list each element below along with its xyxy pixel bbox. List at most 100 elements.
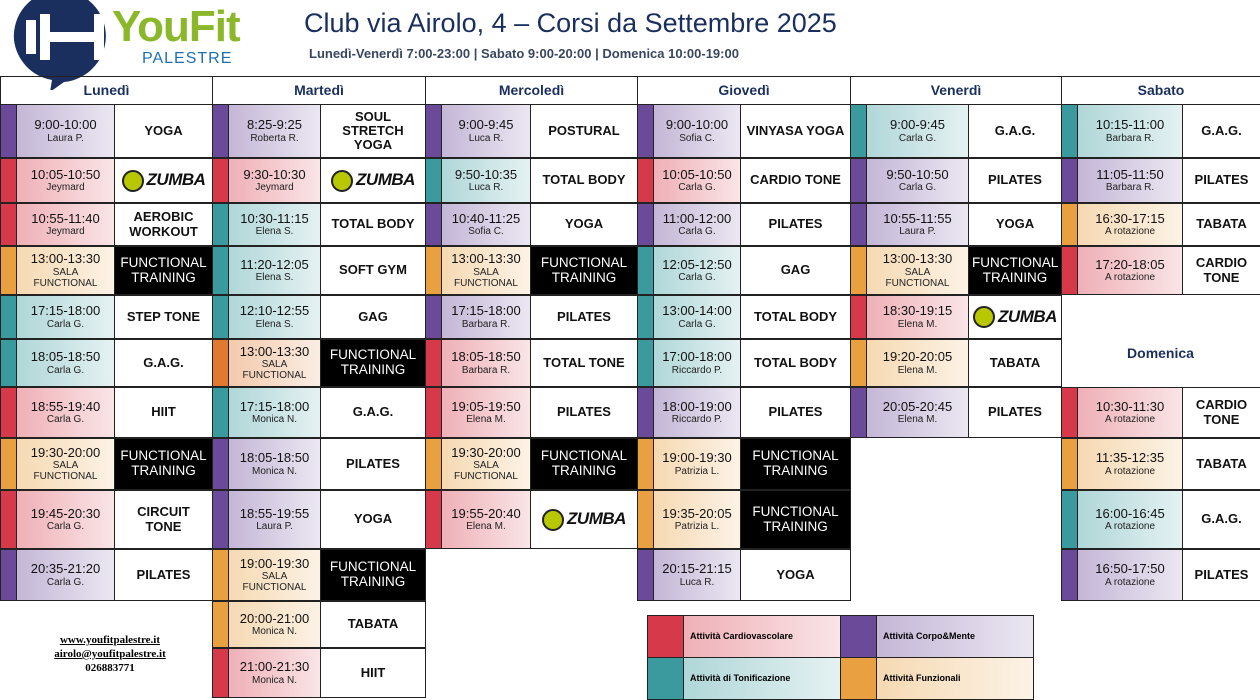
time-cell: 9:30-10:30 Jeymard bbox=[228, 158, 321, 203]
class-teacher: Barbara R. bbox=[461, 318, 511, 330]
time-cell: 10:15-11:00 Barbara R. bbox=[1077, 104, 1183, 158]
class-cell: FUNCTIONAL TRAINING bbox=[114, 438, 213, 490]
class-time: 9:00-10:00 bbox=[665, 117, 729, 133]
class-teacher: Carla G. bbox=[46, 414, 85, 426]
class-cell: GAG bbox=[740, 246, 851, 295]
class-name: PILATES bbox=[557, 404, 611, 420]
time-cell: 8:25-9:25 Roberta R. bbox=[228, 104, 321, 158]
class-time: 10:55-11:40 bbox=[31, 210, 100, 226]
class-name: TOTAL TONE bbox=[543, 354, 625, 370]
day-header: Domenica bbox=[1061, 339, 1260, 387]
class-name: PILATES bbox=[768, 216, 823, 232]
class-cell: YOGA bbox=[320, 490, 426, 549]
class-teacher: SALA FUNCTIONAL bbox=[454, 266, 518, 289]
class-teacher: A rotazione bbox=[1104, 521, 1156, 533]
category-strip bbox=[425, 246, 442, 295]
time-cell: 9:00-10:00 Laura P. bbox=[16, 104, 115, 158]
time-cell: 17:00-18:00 Riccardo P. bbox=[653, 339, 741, 387]
class-teacher: Laura P. bbox=[47, 132, 84, 144]
class-time: 11:35-12:35 bbox=[1095, 450, 1165, 466]
class-teacher: Riccardo P. bbox=[671, 414, 723, 426]
class-cell: FUNCTIONAL TRAINING bbox=[740, 490, 851, 549]
class-time: 17:15-18:00 bbox=[451, 303, 521, 319]
class-cell: YOGA bbox=[740, 549, 851, 601]
class-cell: FUNCTIONAL TRAINING bbox=[530, 438, 638, 490]
class-teacher: Sofia C. bbox=[679, 132, 715, 144]
class-cell: PILATES bbox=[740, 387, 851, 438]
class-cell: TABATA bbox=[1182, 438, 1260, 490]
time-cell: 11:20-12:05 Elena S. bbox=[228, 246, 321, 295]
class-name: CIRCUIT TONE bbox=[137, 504, 190, 534]
hours: Lunedì-Venerdì 7:00-23:00 | Sabato 9:00-… bbox=[309, 46, 739, 61]
category-strip bbox=[637, 438, 654, 490]
class-cell: HIIT bbox=[320, 648, 426, 698]
brand: YouFit bbox=[112, 2, 241, 51]
class-name: TABATA bbox=[347, 616, 399, 632]
class-teacher: Riccardo P. bbox=[671, 364, 723, 376]
legend-swatch bbox=[840, 615, 877, 658]
class-cell: PILATES bbox=[1182, 549, 1260, 601]
class-teacher: A rotazione bbox=[1104, 414, 1156, 426]
day-name: Lunedì bbox=[83, 81, 130, 98]
class-name: FUNCTIONAL TRAINING bbox=[741, 504, 850, 535]
class-name: PILATES bbox=[988, 404, 1042, 420]
class-name: TOTAL BODY bbox=[331, 216, 415, 232]
class-cell: PILATES bbox=[530, 387, 638, 438]
time-cell: 11:05-11:50 Barbara R. bbox=[1077, 158, 1183, 203]
class-teacher: Carla G. bbox=[678, 272, 716, 284]
time-cell: 18:05-18:50 Carla G. bbox=[16, 339, 115, 387]
category-strip bbox=[637, 158, 654, 203]
class-time: 16:00-16:45 bbox=[1095, 505, 1165, 521]
class-cell: G.A.G. bbox=[1182, 490, 1260, 549]
class-name: ZUMBA bbox=[970, 306, 1060, 328]
category-strip bbox=[850, 203, 867, 246]
category-strip bbox=[425, 104, 442, 158]
class-time: 10:05-10:50 bbox=[662, 166, 732, 182]
class-time: 13:00-13:30 bbox=[239, 343, 310, 359]
class-time: 19:30-20:00 bbox=[30, 444, 101, 460]
class-teacher: SALA FUNCTIONAL bbox=[242, 359, 307, 382]
class-time: 17:20-18:05 bbox=[1095, 256, 1165, 272]
class-cell: POSTURAL bbox=[530, 104, 638, 158]
time-cell: 10:30-11:15 Elena S. bbox=[228, 203, 321, 246]
class-time: 12:05-12:50 bbox=[662, 256, 732, 272]
category-strip bbox=[850, 387, 867, 438]
category-strip bbox=[0, 295, 17, 339]
class-name: GAG bbox=[358, 308, 388, 324]
time-cell: 17:15-18:00 Carla G. bbox=[16, 295, 115, 339]
time-cell: 19:00-19:30 SALA FUNCTIONAL bbox=[228, 549, 321, 601]
footer: www.youfitpalestre.it airolo@youfitpales… bbox=[20, 633, 200, 675]
class-time: 19:20-20:05 bbox=[882, 349, 953, 365]
class-teacher: Roberta R. bbox=[250, 132, 299, 144]
class-cell: PILATES bbox=[968, 158, 1062, 203]
class-name: PILATES bbox=[768, 404, 823, 420]
class-teacher: Patrizia L. bbox=[674, 521, 720, 533]
time-cell: 20:05-20:45 Elena M. bbox=[866, 387, 969, 438]
class-time: 18:00-19:00 bbox=[662, 398, 732, 414]
class-name: YOGA bbox=[564, 216, 604, 232]
day-header: Sabato bbox=[1061, 76, 1260, 105]
class-time: 13:00-13:30 bbox=[451, 251, 521, 267]
class-name: PILATES bbox=[346, 455, 400, 471]
time-cell: 19:20-20:05 Elena M. bbox=[866, 339, 969, 387]
class-teacher: A rotazione bbox=[1104, 226, 1156, 238]
class-cell: G.A.G. bbox=[1182, 104, 1260, 158]
class-name: HIIT bbox=[360, 664, 386, 680]
category-strip bbox=[850, 295, 867, 339]
class-teacher: Carla G. bbox=[898, 132, 937, 144]
class-time: 10:30-11:15 bbox=[240, 210, 309, 226]
class-cell: TABATA bbox=[968, 339, 1062, 387]
class-time: 9:00-9:45 bbox=[458, 117, 514, 133]
class-time: 9:50-10:35 bbox=[454, 166, 518, 182]
category-strip bbox=[1061, 549, 1078, 601]
time-cell: 19:30-20:00 SALA FUNCTIONAL bbox=[16, 438, 115, 490]
category-strip bbox=[1061, 203, 1078, 246]
time-cell: 19:05-19:50 Elena M. bbox=[441, 387, 531, 438]
class-cell: GAG bbox=[320, 295, 426, 339]
class-cell: FUNCTIONAL TRAINING bbox=[740, 438, 851, 490]
category-strip bbox=[0, 158, 17, 203]
class-name: ZUMBA bbox=[328, 170, 418, 192]
category-strip bbox=[212, 158, 229, 203]
class-cell: TOTAL BODY bbox=[320, 203, 426, 246]
time-cell: 17:15-18:00 Barbara R. bbox=[441, 295, 531, 339]
